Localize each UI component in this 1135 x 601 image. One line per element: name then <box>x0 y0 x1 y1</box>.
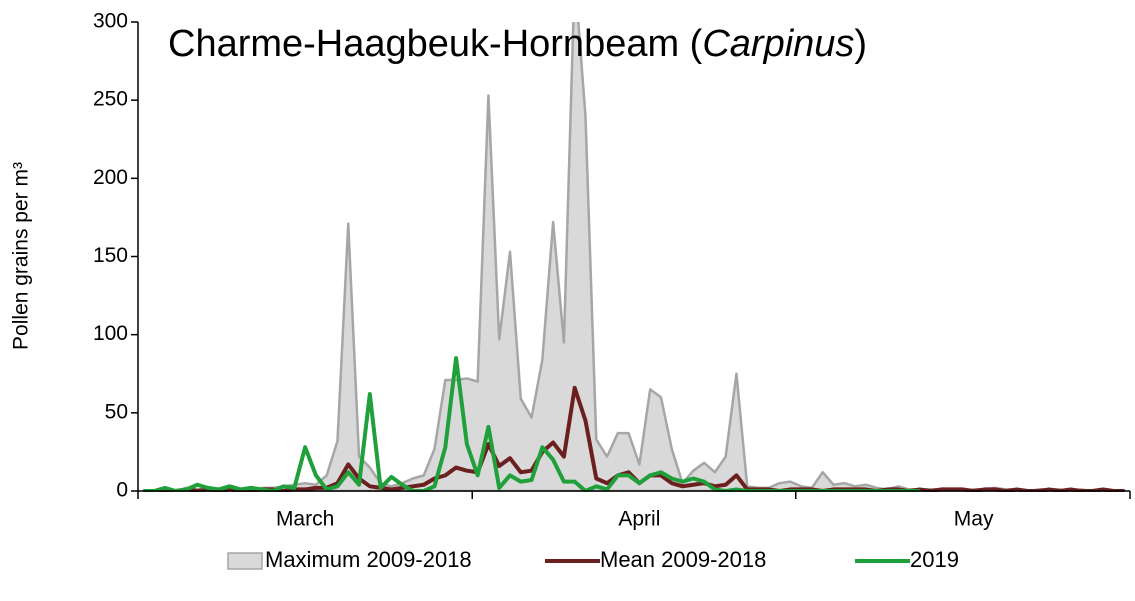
y-tick-label: 250 <box>93 88 128 111</box>
line <box>143 385 1125 492</box>
legend-label: Maximum 2009-2018 <box>265 547 472 572</box>
legend-label: 2019 <box>910 547 959 572</box>
x-tick-label: May <box>954 508 994 531</box>
y-tick-label: 300 <box>93 10 128 33</box>
title-part: Charme-Haagbeuk-Hornbeam ( <box>168 23 703 65</box>
chart-title: Charme-Haagbeuk-Hornbeam (Carpinus) <box>168 23 867 65</box>
title-part: ) <box>854 23 867 65</box>
title-part: Carpinus <box>702 23 854 65</box>
legend-label: Mean 2009-2018 <box>600 547 766 572</box>
y-axis-label: Pollen grains per m³ <box>10 162 33 350</box>
legend-swatch <box>227 552 263 570</box>
x-tick-label: March <box>276 508 334 531</box>
y-tick-label: 100 <box>93 322 128 345</box>
area <box>142 22 1126 492</box>
x-tick-label: April <box>618 508 660 531</box>
y-tick-label: 50 <box>105 400 128 423</box>
y-tick-label: 200 <box>93 166 128 189</box>
y-tick-label: 150 <box>93 244 128 267</box>
y-tick-label: 0 <box>116 479 128 502</box>
plot-area <box>142 22 1126 492</box>
